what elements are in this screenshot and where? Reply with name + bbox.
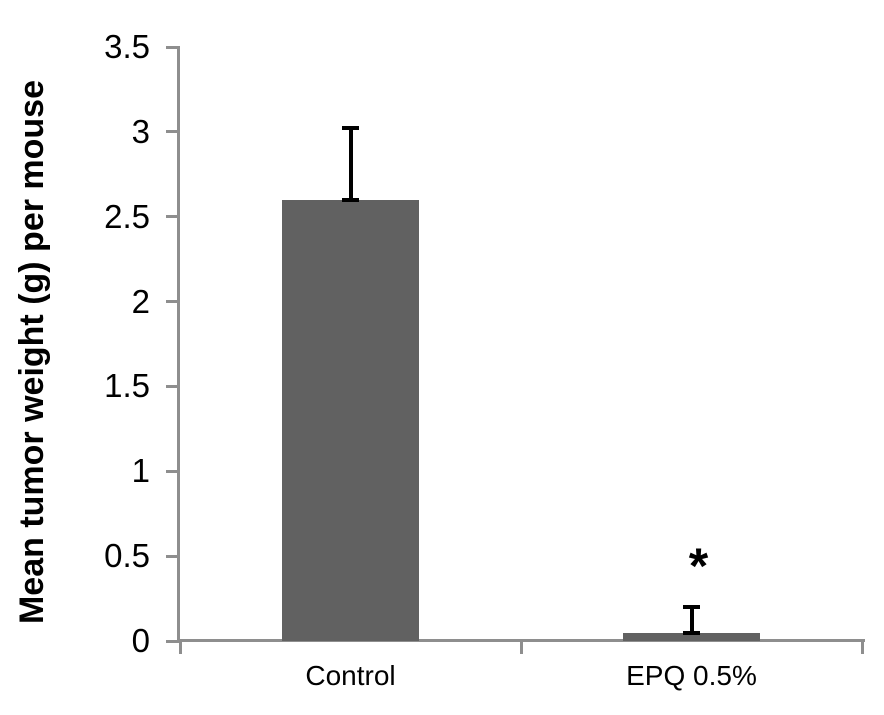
error-bar-bottom-cap xyxy=(683,630,700,635)
bar xyxy=(623,632,760,641)
y-axis-tick xyxy=(166,45,180,49)
x-axis-line xyxy=(177,639,865,642)
y-axis-tick-label: 3 xyxy=(131,112,150,150)
error-bar-bottom-cap xyxy=(342,197,359,202)
y-axis-tick xyxy=(166,554,180,558)
y-axis-tick-label: 3.5 xyxy=(104,28,150,65)
y-axis-tick-label: 0 xyxy=(131,622,150,659)
category-label: EPQ 0.5% xyxy=(626,660,757,691)
significance-asterisk: * xyxy=(688,538,709,595)
x-axis-boundary-tick xyxy=(860,641,864,654)
y-axis-tick xyxy=(166,215,180,219)
y-axis-line xyxy=(177,46,180,641)
y-axis-tick xyxy=(166,130,180,134)
error-bar-top-cap xyxy=(683,605,700,610)
y-axis-tick xyxy=(166,639,180,643)
y-axis-tick xyxy=(166,300,180,304)
error-bar-stem xyxy=(348,128,353,200)
x-axis-boundary-tick xyxy=(178,641,182,654)
y-axis-tick xyxy=(166,384,180,388)
y-axis-tick-label: 1 xyxy=(131,452,150,490)
y-axis-tick-label: 1.5 xyxy=(104,367,150,405)
error-bar-top-cap xyxy=(342,126,359,131)
x-axis-boundary-tick xyxy=(519,641,523,654)
bar xyxy=(282,199,419,641)
y-axis-tick-label: 0.5 xyxy=(104,537,150,575)
y-axis-tick-label: 2 xyxy=(131,282,150,320)
category-label: Control xyxy=(305,660,396,691)
y-axis-tick-label: 2.5 xyxy=(104,197,150,235)
error-bar-stem xyxy=(689,607,694,633)
y-axis-tick xyxy=(166,469,180,473)
